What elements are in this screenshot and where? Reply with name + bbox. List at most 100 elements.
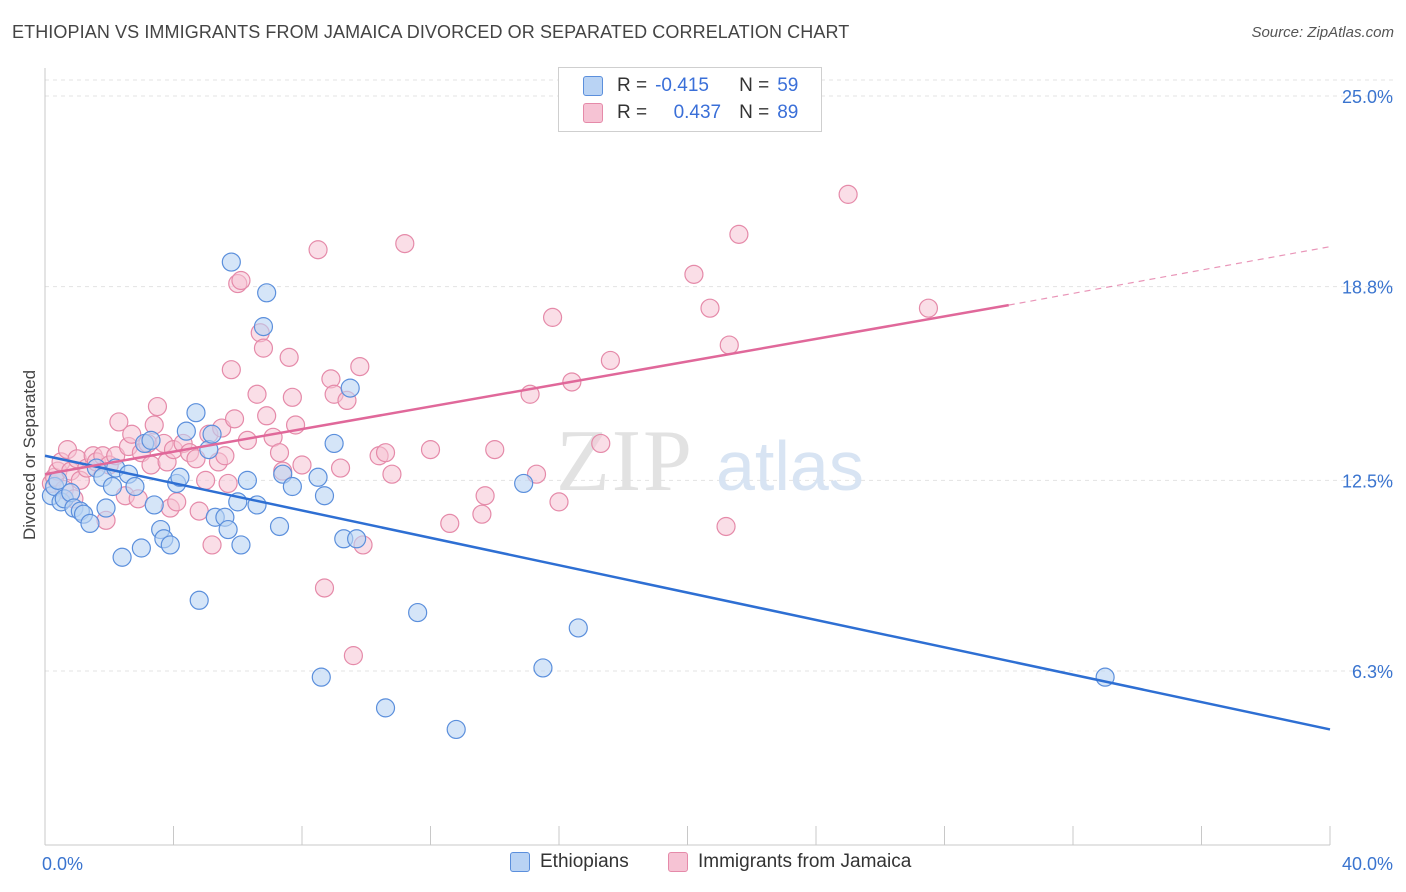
- ethiopian-point: [314, 486, 335, 506]
- series-legend: Ethiopians Immigrants from Jamaica: [0, 851, 1406, 877]
- ethiopian-point: [308, 467, 328, 487]
- ethiopian-point: [144, 495, 164, 515]
- ethiopian-point: [237, 470, 257, 490]
- jamaica-point: [716, 516, 736, 537]
- legend-row-jamaica: R = 0.437 N = 89: [583, 101, 798, 125]
- ethiopian-point: [257, 283, 277, 303]
- legend-r-value: 0.437: [673, 102, 722, 123]
- ethiopian-point: [221, 252, 241, 272]
- ethiopian-point: [408, 602, 428, 623]
- jamaica-point: [549, 492, 569, 512]
- ethiopian-point: [186, 403, 206, 423]
- y-tick-label: 12.5%: [1342, 471, 1393, 491]
- ethiopian-point: [125, 476, 145, 497]
- jamaica-point: [343, 646, 363, 666]
- ethiopian-point: [568, 618, 588, 638]
- jamaica-point: [269, 443, 290, 463]
- ethiopian-point: [311, 667, 331, 687]
- y-tick-label: 6.3%: [1352, 662, 1393, 682]
- source-label: Source: ZipAtlas.com: [1251, 24, 1394, 41]
- grid-lines: [45, 79, 1395, 672]
- ethiopian-point: [253, 317, 274, 337]
- y-axis-label: Divorced or Separated: [20, 370, 39, 540]
- jamaica-point: [253, 338, 274, 358]
- y-tick-labels: 6.3% 12.5% 18.8% 25.0%: [1342, 87, 1393, 682]
- y-tick-label: 18.8%: [1342, 278, 1393, 298]
- jamaica-trend-extension: [1008, 246, 1331, 306]
- ethiopian-point: [324, 433, 344, 454]
- jamaica-point: [719, 335, 739, 355]
- series-swatch-ethiopians: [510, 852, 530, 872]
- jamaica-point: [591, 433, 611, 454]
- chart-title: ETHIOPIAN VS IMMIGRANTS FROM JAMAICA DIV…: [12, 22, 850, 42]
- ethiopian-point: [231, 535, 251, 555]
- jamaica-point: [485, 440, 505, 460]
- ethiopian-point: [446, 719, 466, 740]
- ethiopian-point: [141, 430, 161, 450]
- ethiopian-point: [202, 424, 222, 444]
- ethiopian-point: [96, 498, 116, 518]
- jamaica-point: [330, 458, 351, 478]
- stats-legend: R = -0.415 N = 59 R = 0.437 N = 89: [558, 67, 822, 132]
- y-tick-label: 25.0%: [1342, 87, 1393, 107]
- jamaica-point: [292, 455, 312, 475]
- trend-lines: [44, 246, 1331, 731]
- ethiopian-point: [533, 658, 553, 678]
- jamaica-point: [221, 360, 241, 380]
- jamaica-trend-line: [44, 303, 1009, 476]
- ethiopian-point: [347, 529, 367, 549]
- legend-n-label: N =: [739, 102, 770, 123]
- ethiopian-point: [170, 467, 190, 487]
- legend-swatch-ethiopians: [583, 76, 603, 96]
- jamaica-point: [729, 224, 749, 244]
- jamaica-point: [684, 264, 704, 284]
- ethiopian-point: [80, 513, 100, 534]
- ethiopian-point: [160, 535, 180, 555]
- jamaica-point: [257, 406, 277, 426]
- jamaica-point: [382, 464, 402, 484]
- watermark: ZIP atlas: [556, 413, 864, 510]
- watermark-atlas: atlas: [716, 427, 864, 505]
- jamaica-point: [600, 350, 621, 371]
- jamaica-point: [189, 501, 209, 521]
- jamaica-point: [918, 298, 939, 318]
- series-legend-ethiopians: Ethiopians: [510, 851, 629, 873]
- legend-n-label: N =: [739, 75, 770, 96]
- legend-r-label: R =: [617, 75, 648, 96]
- jamaica-points: [41, 184, 939, 666]
- legend-n-value: 89: [777, 102, 799, 123]
- series-legend-label: Immigrants from Jamaica: [698, 851, 912, 872]
- legend-n-value: 59: [777, 75, 799, 96]
- jamaica-point: [279, 347, 299, 367]
- jamaica-point: [218, 473, 238, 494]
- jamaica-point: [167, 492, 187, 512]
- jamaica-point: [314, 578, 335, 598]
- jamaica-point: [350, 356, 370, 377]
- x-tick-label: 40.0%: [1342, 854, 1393, 874]
- axes: [44, 68, 1331, 846]
- watermark-zip: ZIP: [556, 413, 694, 510]
- jamaica-point: [420, 440, 441, 460]
- jamaica-point: [147, 396, 168, 417]
- legend-r-value: -0.415: [655, 75, 709, 96]
- jamaica-point: [375, 443, 396, 463]
- x-tick-labels: 0.0% 40.0%: [42, 854, 1393, 874]
- jamaica-point: [838, 184, 858, 204]
- ethiopian-point: [102, 476, 123, 497]
- jamaica-point: [308, 240, 328, 260]
- jamaica-point: [231, 270, 251, 291]
- jamaica-point: [109, 412, 129, 432]
- ethiopian-point: [375, 698, 396, 718]
- legend-r-label: R =: [617, 102, 648, 123]
- legend-row-ethiopians: R = -0.415 N = 59: [583, 74, 798, 98]
- jamaica-point: [247, 384, 267, 404]
- series-legend-jamaica: Immigrants from Jamaica: [668, 851, 911, 873]
- jamaica-point: [196, 470, 216, 490]
- jamaica-point: [395, 233, 415, 254]
- ethiopian-point: [131, 538, 151, 558]
- ethiopian-point: [514, 473, 534, 494]
- ethiopian-trend-line: [44, 454, 1331, 731]
- jamaica-point: [472, 504, 492, 524]
- x-tick-label: 0.0%: [42, 854, 83, 874]
